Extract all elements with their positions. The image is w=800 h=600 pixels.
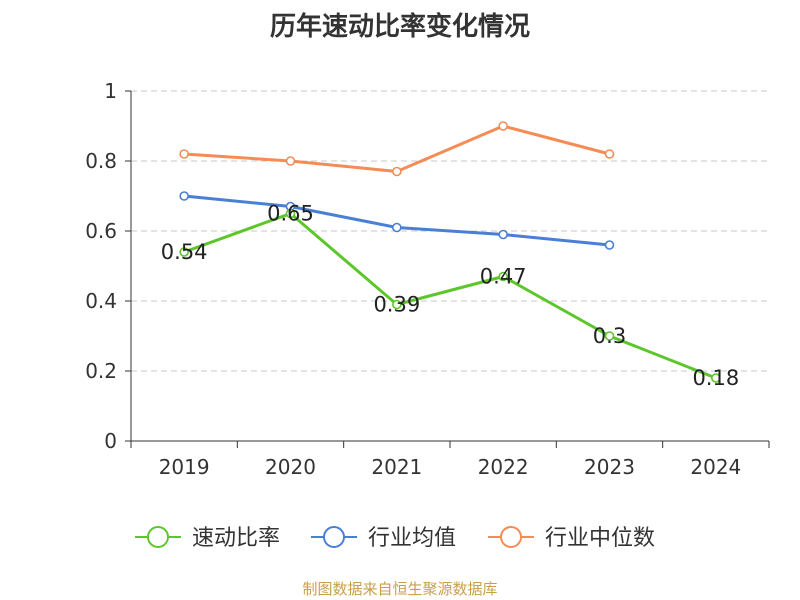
series-lines bbox=[179, 121, 721, 383]
legend-label: 速动比率 bbox=[192, 526, 280, 551]
legend-label: 行业均值 bbox=[368, 526, 456, 551]
data-labels: 0.54 0.65 0.39 0.47 0.3 0.18 bbox=[161, 202, 739, 391]
x-tick-label: 2024 bbox=[690, 455, 741, 479]
series-line-1 bbox=[184, 194, 610, 247]
data-point bbox=[392, 222, 402, 233]
x-tick-label: 2020 bbox=[265, 455, 316, 479]
axes bbox=[130, 91, 769, 442]
y-tick-label: 0.4 bbox=[85, 289, 117, 313]
data-point bbox=[285, 156, 296, 166]
data-source-note: 制图数据来自恒生聚源数据库 bbox=[302, 580, 498, 598]
data-point bbox=[179, 149, 189, 159]
data-point bbox=[179, 191, 189, 201]
data-point bbox=[604, 149, 615, 159]
data-point bbox=[711, 373, 721, 383]
series-line-2 bbox=[184, 124, 610, 173]
data-label: 0.54 bbox=[161, 240, 208, 264]
y-tick-label: 0.6 bbox=[85, 219, 117, 243]
data-point bbox=[498, 271, 508, 282]
legend-marker bbox=[323, 526, 345, 548]
y-ticks: 0 0.2 0.4 0.6 0.8 1 bbox=[85, 79, 131, 453]
x-tick-label: 2021 bbox=[371, 455, 422, 479]
y-tick-label: 1 bbox=[104, 79, 117, 103]
legend: 速动比率 行业均值 行业中位数 bbox=[135, 526, 655, 551]
data-point bbox=[498, 121, 508, 131]
legend-label: 行业中位数 bbox=[545, 526, 655, 551]
data-label: 0.47 bbox=[480, 265, 527, 289]
x-tick-label: 2023 bbox=[584, 455, 635, 479]
x-tick-label: 2022 bbox=[478, 455, 529, 479]
series-line-0 bbox=[183, 212, 717, 380]
data-point bbox=[498, 229, 508, 240]
data-point bbox=[392, 166, 402, 177]
y-tick-label: 0.2 bbox=[85, 359, 117, 383]
x-tick-label: 2019 bbox=[159, 455, 210, 479]
y-tick-label: 0.8 bbox=[85, 149, 117, 173]
chart-title: 历年速动比率变化情况 bbox=[269, 12, 530, 42]
legend-marker bbox=[500, 526, 522, 548]
data-point bbox=[179, 247, 189, 257]
data-point bbox=[604, 331, 615, 341]
grid-lines bbox=[131, 90, 769, 372]
x-ticks: 2019 2020 2021 2022 2023 2024 bbox=[130, 441, 770, 479]
data-label: 0.3 bbox=[593, 324, 626, 348]
legend-marker bbox=[147, 526, 169, 548]
data-point bbox=[285, 208, 296, 219]
data-label: 0.18 bbox=[692, 366, 739, 390]
data-point bbox=[392, 299, 402, 310]
data-label: 0.39 bbox=[373, 293, 420, 317]
data-point bbox=[604, 240, 615, 250]
data-label: 0.65 bbox=[267, 202, 314, 226]
y-tick-label: 0 bbox=[104, 429, 117, 453]
